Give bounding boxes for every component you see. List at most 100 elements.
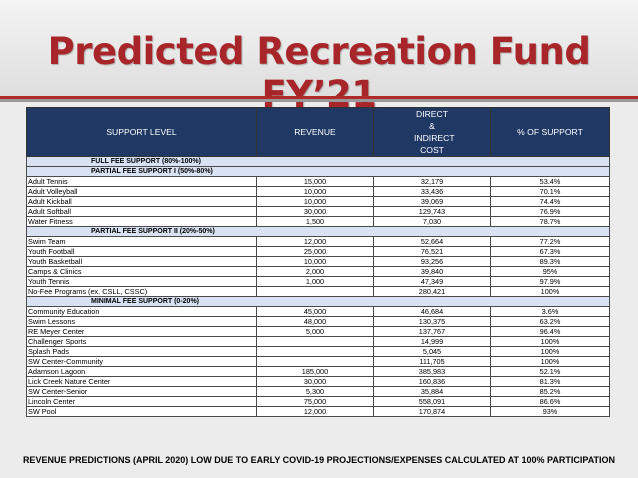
row-cost: 47,349 — [373, 276, 491, 287]
row-label: Adamson Lagoon — [26, 366, 257, 377]
row-cost: 35,884 — [373, 386, 491, 397]
section-row: PARTIAL FEE SUPPORT II (20%-50%) — [26, 226, 610, 237]
table-row: Swim Lessons 48,000 130,375 63.2% — [26, 316, 610, 327]
row-revenue — [256, 336, 374, 347]
row-percent: 77.2% — [490, 236, 610, 247]
row-cost: 76,521 — [373, 246, 491, 257]
header-revenue: REVENUE — [256, 107, 374, 157]
row-cost: 130,375 — [373, 316, 491, 327]
section-row: FULL FEE SUPPORT (80%-100%) — [26, 156, 610, 167]
table-row: SW Center-Community 111,705 100% — [26, 356, 610, 367]
row-percent: 3.6% — [490, 306, 610, 317]
row-label: Splash Pads — [26, 346, 257, 357]
row-cost: 5,045 — [373, 346, 491, 357]
table-row: Adult Softball 30,000 129,743 76.9% — [26, 206, 610, 217]
row-cost: 39,069 — [373, 196, 491, 207]
row-revenue: 75,000 — [256, 396, 374, 407]
recreation-fund-table: SUPPORT LEVEL REVENUE DIRECT & INDIRECT … — [26, 107, 610, 417]
row-percent: 76.9% — [490, 206, 610, 217]
table-body: FULL FEE SUPPORT (80%-100%) PARTIAL FEE S… — [26, 156, 610, 417]
row-percent: 100% — [490, 356, 610, 367]
row-percent: 93% — [490, 406, 610, 417]
table-row: Challenger Sports 14,999 100% — [26, 336, 610, 347]
table-row: Splash Pads 5,045 100% — [26, 346, 610, 357]
row-revenue — [256, 356, 374, 367]
title-band — [0, 0, 638, 96]
row-label: SW Center-Community — [26, 356, 257, 367]
row-cost: 7,030 — [373, 216, 491, 227]
section-row: PARTIAL FEE SUPPORT I (50%-80%) — [26, 166, 610, 177]
table-row: SW Center-Senior 5,300 35,884 85.2% — [26, 386, 610, 397]
row-label: No-Fee Programs (ex. CSLL, CSSC) — [26, 286, 257, 297]
row-revenue: 30,000 — [256, 376, 374, 387]
row-revenue: 25,000 — [256, 246, 374, 257]
row-label: Adult Volleyball — [26, 186, 257, 197]
row-percent: 63.2% — [490, 316, 610, 327]
table-row: Swim Team 12,000 52,664 77.2% — [26, 236, 610, 247]
title-rule-red — [0, 96, 638, 99]
row-label: Swim Lessons — [26, 316, 257, 327]
row-cost: 385,983 — [373, 366, 491, 377]
row-label: Adult Tennis — [26, 176, 257, 187]
row-revenue: 48,000 — [256, 316, 374, 327]
row-cost: 93,256 — [373, 256, 491, 267]
row-revenue: 2,000 — [256, 266, 374, 277]
table-row: Youth Tennis 1,000 47,349 97.9% — [26, 276, 610, 287]
table-row: SW Pool 12,000 170,874 93% — [26, 406, 610, 417]
footer-note: REVENUE PREDICTIONS (APRIL 2020) LOW DUE… — [22, 455, 616, 465]
section-label: FULL FEE SUPPORT (80%-100%) — [26, 156, 610, 167]
section-row: MINIMAL FEE SUPPORT (0-20%) — [26, 296, 610, 307]
table-row: Youth Football 25,000 76,521 67.3% — [26, 246, 610, 257]
row-percent: 67.3% — [490, 246, 610, 257]
header-percent-support: % OF SUPPORT — [490, 107, 610, 157]
section-label: MINIMAL FEE SUPPORT (0-20%) — [26, 296, 610, 307]
row-label: Community Education — [26, 306, 257, 317]
row-label: Swim Team — [26, 236, 257, 247]
row-revenue: 30,000 — [256, 206, 374, 217]
header-cost: DIRECT & INDIRECT COST — [373, 107, 491, 157]
row-revenue: 5,300 — [256, 386, 374, 397]
row-revenue: 12,000 — [256, 236, 374, 247]
row-revenue: 1,500 — [256, 216, 374, 227]
table-row: Lincoln Center 75,000 558,091 86.6% — [26, 396, 610, 407]
row-label: Lincoln Center — [26, 396, 257, 407]
row-label: Adult Softball — [26, 206, 257, 217]
row-percent: 95% — [490, 266, 610, 277]
row-percent: 100% — [490, 286, 610, 297]
row-label: Water Fitness — [26, 216, 257, 227]
table-header-row: SUPPORT LEVEL REVENUE DIRECT & INDIRECT … — [26, 107, 610, 157]
row-cost: 170,874 — [373, 406, 491, 417]
row-revenue: 10,000 — [256, 256, 374, 267]
row-cost: 33,436 — [373, 186, 491, 197]
row-percent: 74.4% — [490, 196, 610, 207]
row-label: RE Meyer Center — [26, 326, 257, 337]
table-row: Adamson Lagoon 185,000 385,983 52.1% — [26, 366, 610, 377]
row-percent: 85.2% — [490, 386, 610, 397]
table-row: Adult Volleyball 10,000 33,436 70.1% — [26, 186, 610, 197]
table-row: Adult Tennis 15,000 32,179 53.4% — [26, 176, 610, 187]
row-percent: 89.3% — [490, 256, 610, 267]
row-cost: 39,840 — [373, 266, 491, 277]
row-percent: 78.7% — [490, 216, 610, 227]
table-row: RE Meyer Center 5,000 137,767 96.4% — [26, 326, 610, 337]
row-revenue: 10,000 — [256, 186, 374, 197]
table-row: Lick Creek Nature Center 30,000 160,836 81.… — [26, 376, 610, 387]
row-cost: 558,091 — [373, 396, 491, 407]
row-revenue — [256, 286, 374, 297]
row-label: Challenger Sports — [26, 336, 257, 347]
row-cost: 32,179 — [373, 176, 491, 187]
section-label: PARTIAL FEE SUPPORT I (50%-80%) — [26, 166, 610, 177]
section-label: PARTIAL FEE SUPPORT II (20%-50%) — [26, 226, 610, 237]
row-revenue: 185,000 — [256, 366, 374, 377]
row-label: Youth Tennis — [26, 276, 257, 287]
row-percent: 97.9% — [490, 276, 610, 287]
table-row: Community Education 45,000 46,684 3.6% — [26, 306, 610, 317]
row-percent: 86.6% — [490, 396, 610, 407]
row-revenue: 1,000 — [256, 276, 374, 287]
row-label: Youth Football — [26, 246, 257, 257]
table-row: No-Fee Programs (ex. CSLL, CSSC) 280,421 1… — [26, 286, 610, 297]
row-percent: 100% — [490, 346, 610, 357]
row-revenue: 5,000 — [256, 326, 374, 337]
row-revenue — [256, 346, 374, 357]
row-label: SW Pool — [26, 406, 257, 417]
